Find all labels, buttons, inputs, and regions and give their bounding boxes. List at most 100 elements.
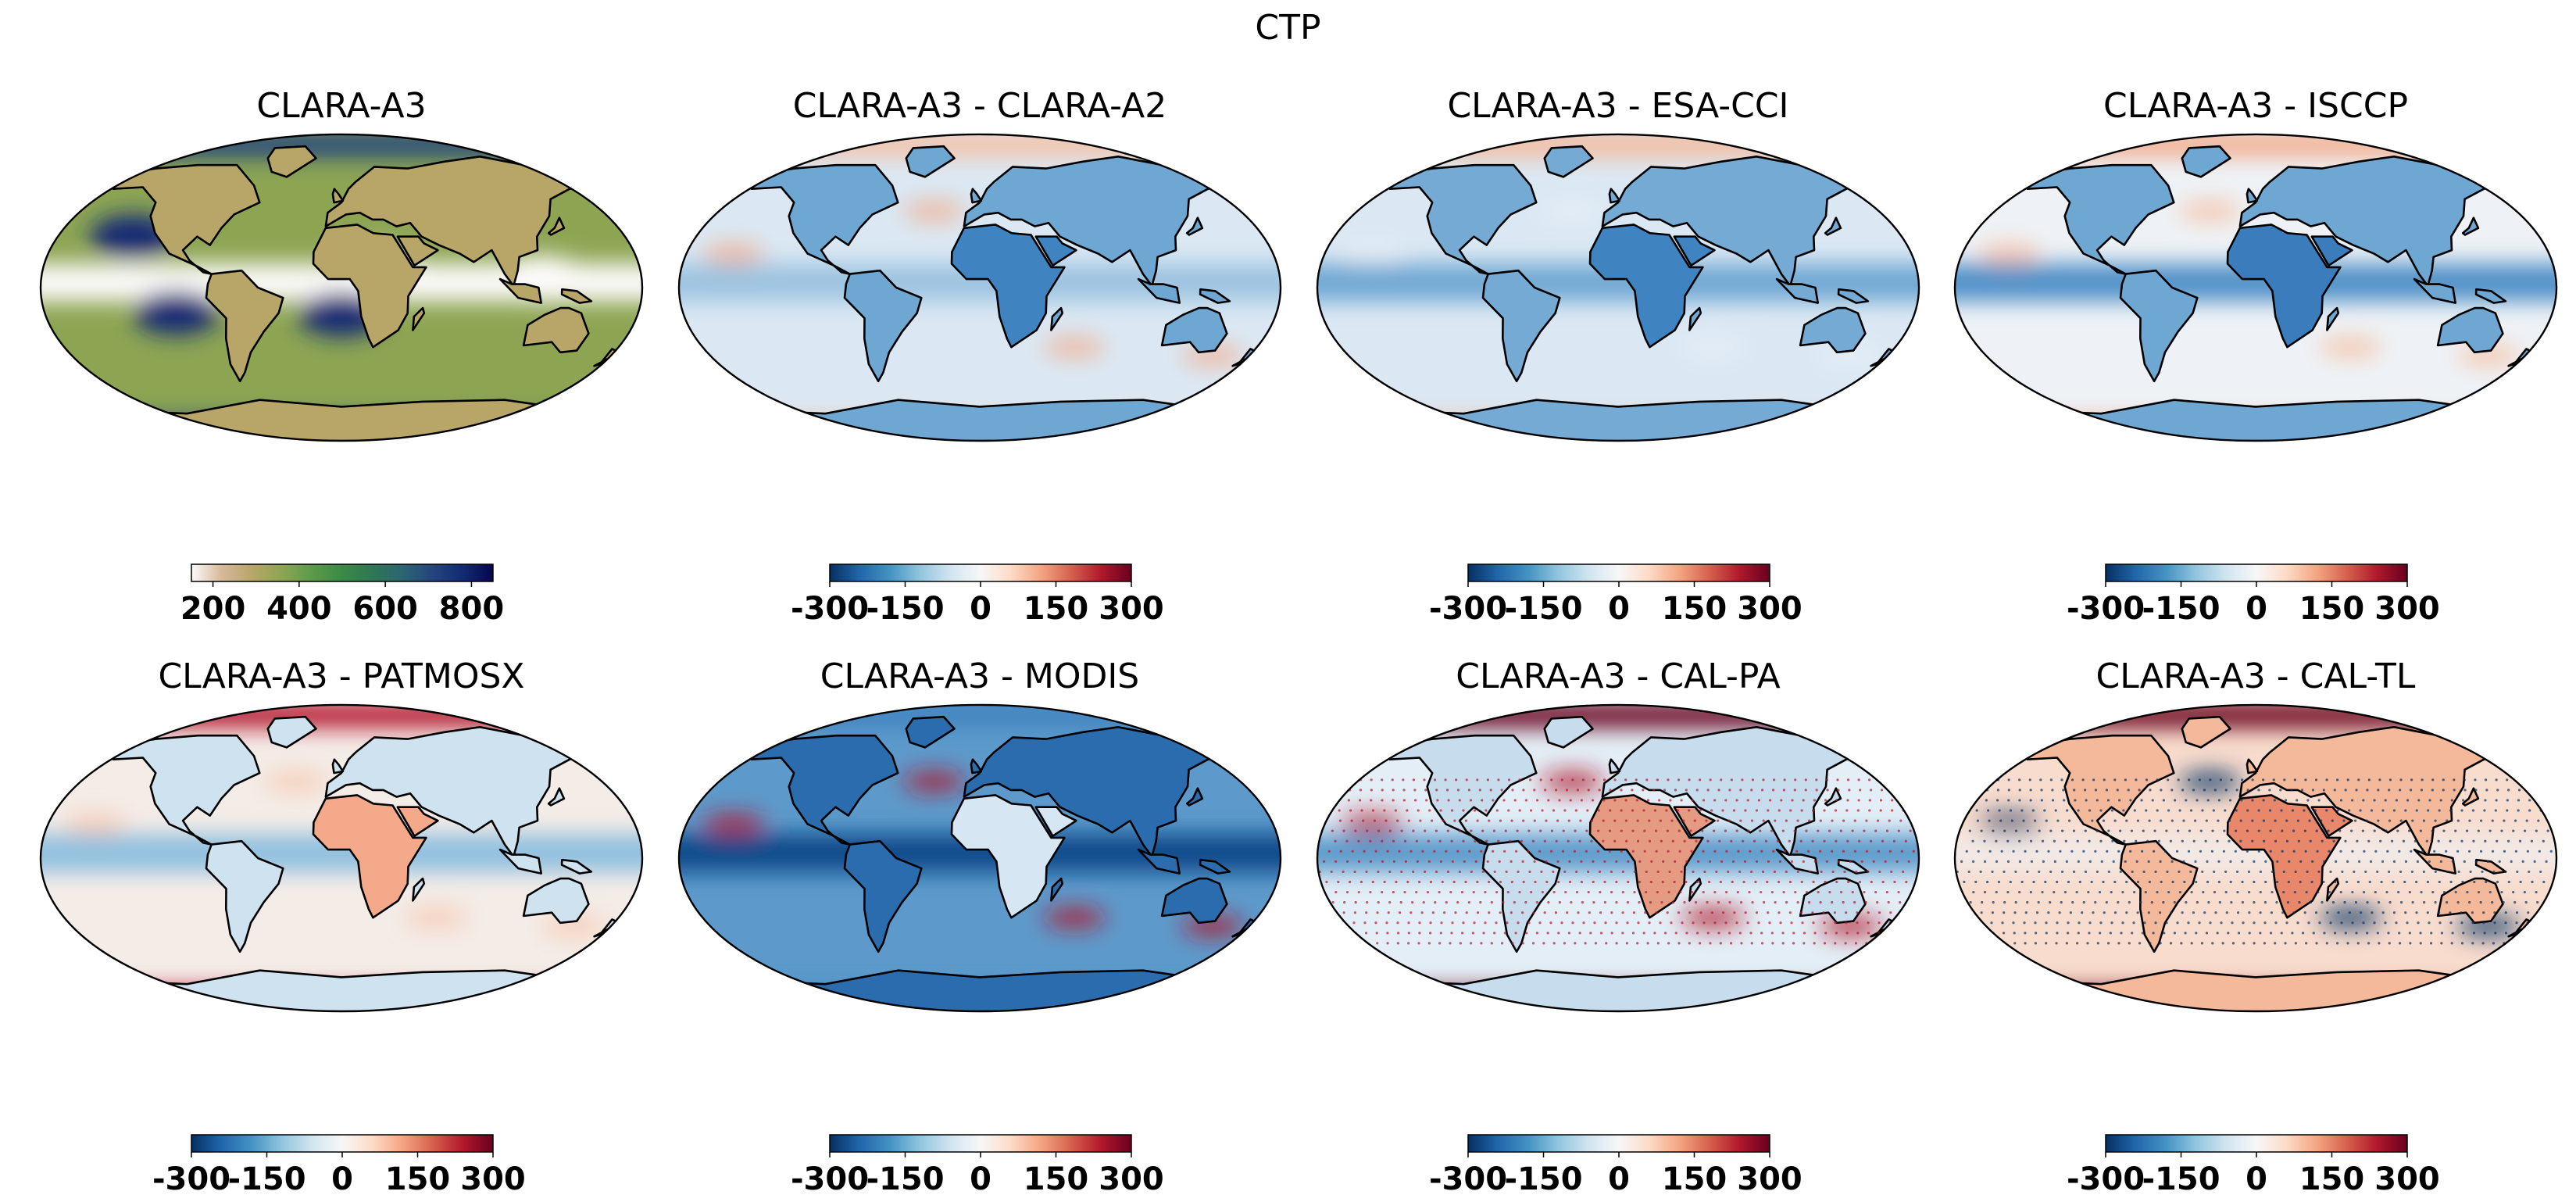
coastline-australia	[1799, 877, 1867, 925]
coastline-japan	[547, 787, 566, 807]
coastline-eurasia	[963, 156, 1223, 288]
map-frame	[677, 133, 1282, 442]
coastline-new-guinea	[1837, 288, 1870, 304]
figure-title: CTP	[1255, 8, 1321, 48]
coastline-eurasia	[1601, 156, 1861, 288]
panel-clara-a3-minus-cal-pa: CLARA-A3 - CAL-PA -300 -150 0 150 300	[1313, 655, 1923, 1202]
coastline-africa	[312, 794, 427, 919]
colorbar-tick-label: -150	[2142, 1161, 2220, 1194]
anomaly-patch	[1541, 771, 1604, 792]
coastline-uk	[2246, 758, 2259, 775]
coastline-greenland	[905, 145, 956, 178]
coastline-uk	[970, 188, 983, 204]
colorbar-ramp	[2105, 1134, 2408, 1153]
colorbar-ramp	[1467, 1134, 1770, 1153]
coastline-indonesia	[498, 848, 542, 875]
coastline-indonesia	[1775, 848, 1819, 875]
colorbar-clara-a3-minus-clara-a2: -300-150 0 150 300	[791, 563, 1164, 624]
anomaly-patch	[264, 771, 327, 792]
colorbar-tick-label: -300	[791, 591, 869, 624]
coastline-japan	[1824, 216, 1842, 236]
coastline-south-america	[2119, 839, 2199, 953]
map-frame	[1953, 133, 2558, 442]
coastline-south-america	[2119, 269, 2199, 383]
coastline-japan	[1185, 216, 1204, 236]
north-polar-band	[1954, 704, 2557, 728]
coastline-north-america	[2026, 163, 2175, 275]
north-polar-band	[678, 704, 1281, 728]
coastline-madagascar	[1050, 306, 1064, 331]
anomaly-patch	[1341, 242, 1404, 265]
colorbar-tick-label: 150	[2299, 591, 2365, 624]
colorbar-tick-label: 300	[1099, 591, 1164, 624]
colorbar-tick-label: -300	[1429, 1161, 1507, 1194]
colorbar-tick-label: -300	[152, 1161, 230, 1194]
panel-title: CLARA-A3 - CAL-PA	[1456, 656, 1781, 696]
coastline-arabia	[396, 235, 439, 267]
coastline-indonesia	[2413, 277, 2456, 304]
colorbar-clara-a3-minus-esa-cci: -300-150 0 150 300	[1429, 563, 1802, 624]
colorbar-tick-label: 0	[1608, 591, 1630, 624]
anomaly-patch	[1681, 336, 1745, 359]
coastline-indonesia	[1137, 277, 1181, 304]
colorbar-clara-a3-minus-cal-pa: -300-150 0 150 300	[1429, 1134, 1802, 1194]
map-frame	[39, 703, 644, 1013]
colorbar-tick-label: 200	[180, 591, 246, 624]
coastline-madagascar	[2326, 877, 2340, 902]
coastline-madagascar	[412, 877, 426, 902]
coastline-eurasia	[963, 726, 1223, 858]
coastline-uk	[331, 188, 345, 204]
colorbar-tick-label: -150	[866, 1161, 944, 1194]
coastline-madagascar	[412, 306, 426, 331]
panel-clara-a3-minus-esa-cci: CLARA-A3 - ESA-CCI -300 -150 0 150 300	[1313, 84, 1923, 631]
colorbar-tick-label: -150	[866, 591, 944, 624]
map-clara-a3-minus-patmosx	[39, 703, 644, 1013]
north-polar-band	[678, 134, 1281, 157]
coastline-africa	[950, 794, 1066, 919]
map-clara-a3-minus-esa-cci	[1316, 133, 1920, 442]
north-polar-band	[1317, 704, 1920, 728]
coastline-greenland	[2181, 715, 2231, 749]
colorbar-tick-label: 150	[1662, 591, 1727, 624]
coastline-arabia	[1673, 235, 1716, 267]
coastline-new-guinea	[2474, 288, 2507, 304]
coastline-south-america	[843, 269, 923, 383]
map-clara-a3-minus-cal-pa	[1316, 703, 1920, 1013]
anomaly-patch	[1681, 907, 1745, 929]
anomaly-patch	[1978, 242, 2042, 265]
coastline-eurasia	[324, 726, 584, 858]
map-clara-a3-minus-isccp	[1953, 133, 2558, 442]
map-field	[1317, 704, 1920, 1012]
map-field	[678, 704, 1281, 1012]
anomaly-patch	[1978, 813, 2042, 835]
panel-clara-a3: CLARA-A3 200 400 600 800	[37, 84, 646, 631]
anomaly-patch	[1043, 907, 1106, 929]
coastline-south-america	[205, 269, 284, 383]
panel-title: CLARA-A3 - ESA-CCI	[1447, 86, 1789, 126]
anomaly-patch	[2178, 200, 2242, 222]
map-frame	[1316, 703, 1920, 1013]
coastline-madagascar	[1688, 306, 1702, 331]
colorbar-ramp	[829, 1134, 1132, 1153]
map-clara-a3-minus-modis	[677, 703, 1282, 1013]
anomaly-patch	[1043, 336, 1106, 359]
coastline-indonesia	[1137, 848, 1181, 875]
stratocumulus-region	[133, 291, 220, 335]
coastline-greenland	[905, 715, 956, 749]
anomaly-patch	[702, 242, 766, 265]
panel-clara-a3-minus-patmosx: CLARA-A3 - PATMOSX -300 -150 0 150 300	[37, 655, 646, 1202]
coastline-south-america	[1481, 269, 1561, 383]
map-frame	[39, 133, 644, 442]
panel-clara-a3-minus-cal-tl: CLARA-A3 - CAL-TL -300 -150 0 150 300	[1951, 655, 2560, 1202]
map-clara-a3-minus-clara-a2	[677, 133, 1282, 442]
coastline-arabia	[1034, 806, 1077, 837]
colorbar-tick-label: 150	[1024, 591, 1089, 624]
colorbar-tick-label: 600	[352, 591, 418, 624]
north-polar-band	[1954, 134, 2557, 157]
colorbar-ramp	[1467, 563, 1770, 582]
coastline-new-guinea	[1199, 858, 1231, 875]
coastline-greenland	[1543, 145, 1594, 178]
coastline-africa	[1588, 224, 1704, 349]
panel-clara-a3-minus-isccp: CLARA-A3 - ISCCP -300 -150 0 150 300	[1951, 84, 2560, 631]
coastline-new-guinea	[560, 288, 593, 304]
